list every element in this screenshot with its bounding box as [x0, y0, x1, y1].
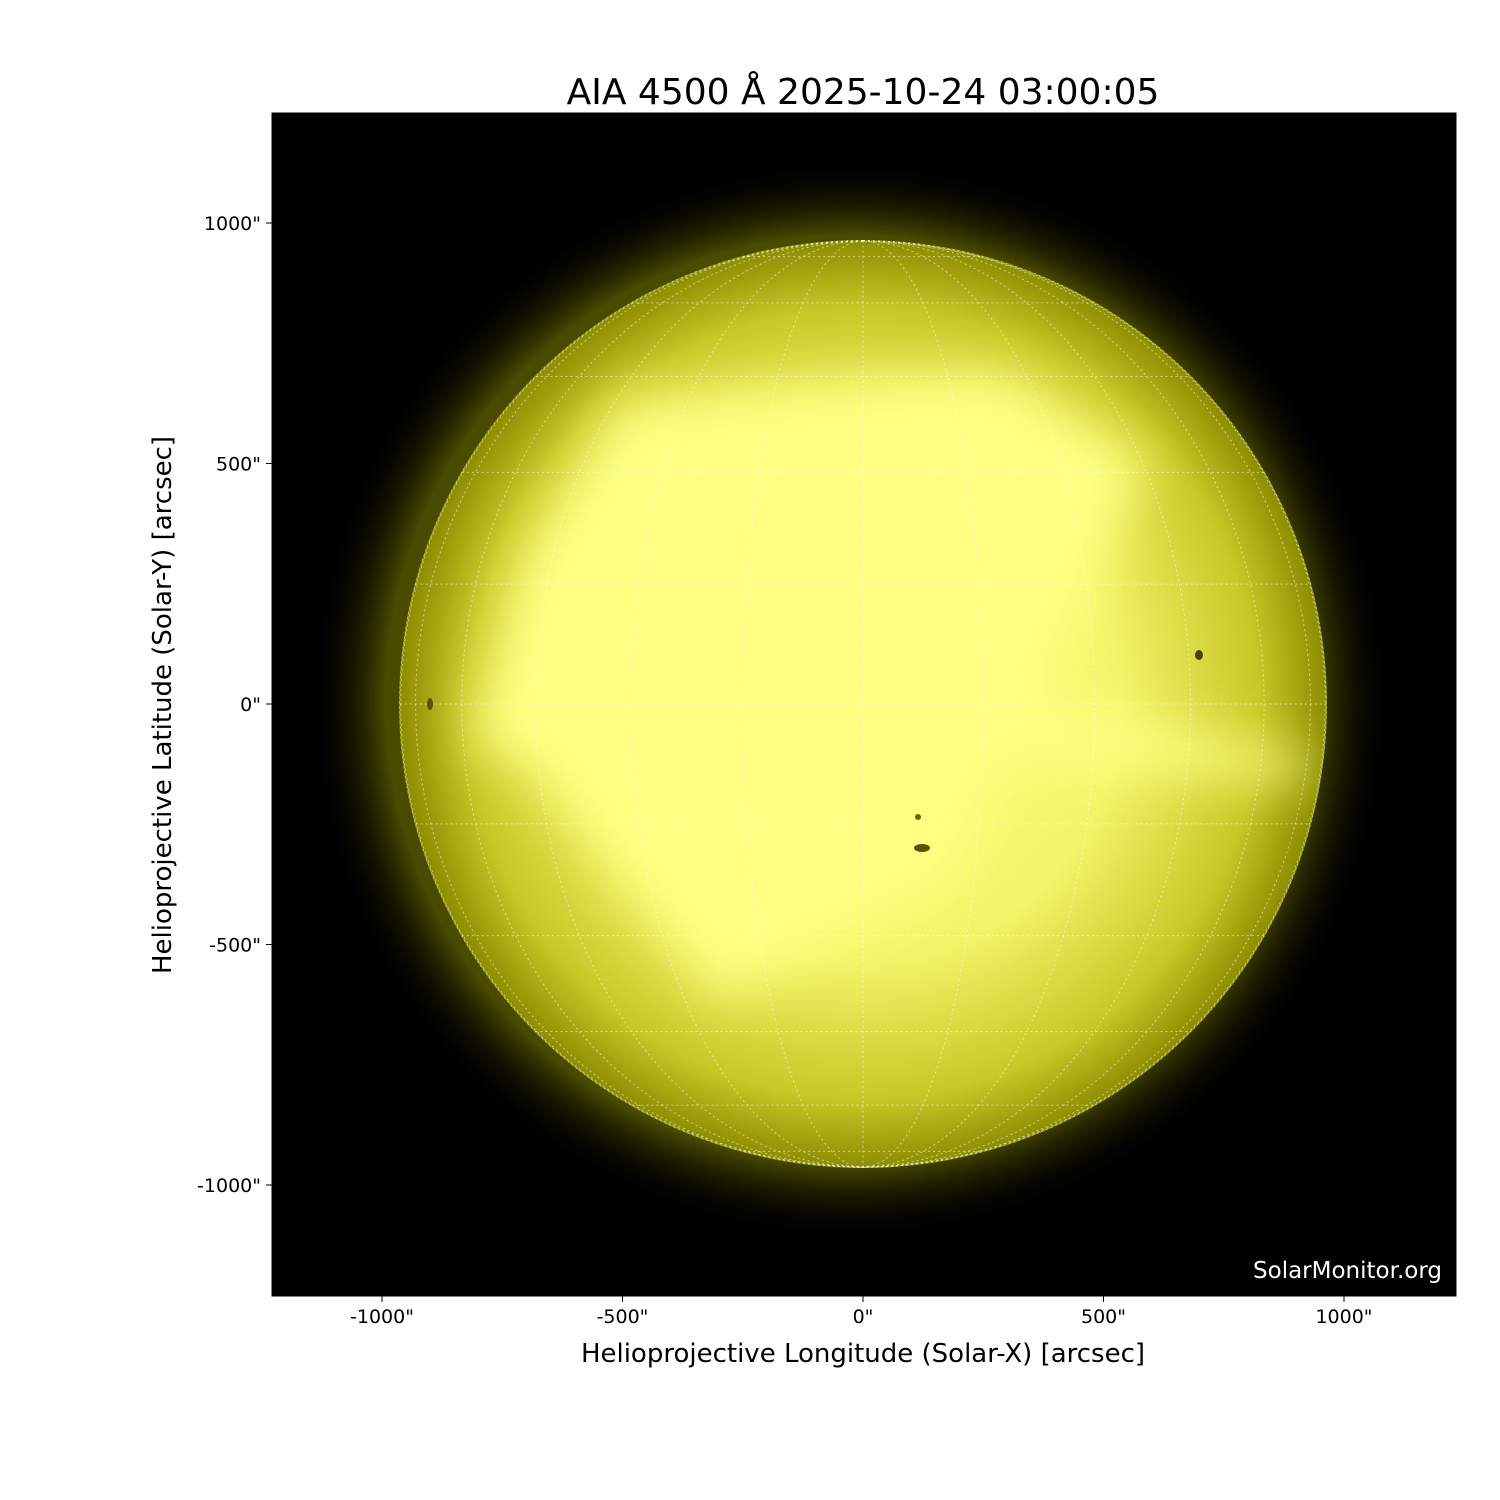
- y-tick-label: 1000": [204, 213, 261, 235]
- sunspot: [427, 698, 433, 710]
- y-tick-label: 500": [216, 454, 261, 476]
- bright-region: [470, 370, 1320, 1000]
- sunspot: [1195, 650, 1203, 660]
- limb-outline: [400, 241, 1326, 1167]
- y-axis-label: Helioprojective Latitude (Solar-Y) [arcs…: [148, 436, 178, 974]
- y-tick-label: 0": [240, 694, 261, 716]
- y-tick-label: -500": [209, 935, 261, 957]
- sunspot: [914, 844, 930, 852]
- x-axis: -1000" -500" 0" 500" 1000": [350, 1296, 1373, 1328]
- x-tick-label: -1000": [350, 1306, 414, 1328]
- y-tick-label: -1000": [197, 1175, 261, 1197]
- heliographic-grid: [400, 241, 1326, 1167]
- y-axis: 1000" 500" 0" -500" -1000": [197, 213, 272, 1197]
- x-tick-label: -500": [597, 1306, 649, 1328]
- plot-title: AIA 4500 Å 2025-10-24 03:00:05: [567, 70, 1160, 113]
- x-tick-label: 500": [1081, 1306, 1126, 1328]
- sunspot: [915, 814, 921, 820]
- x-axis-label: Helioprojective Longitude (Solar-X) [arc…: [581, 1339, 1145, 1369]
- x-tick-label: 1000": [1315, 1306, 1372, 1328]
- plot-area: SolarMonitor.org: [272, 113, 1456, 1296]
- watermark: SolarMonitor.org: [1253, 1258, 1442, 1284]
- x-tick-label: 0": [853, 1306, 874, 1328]
